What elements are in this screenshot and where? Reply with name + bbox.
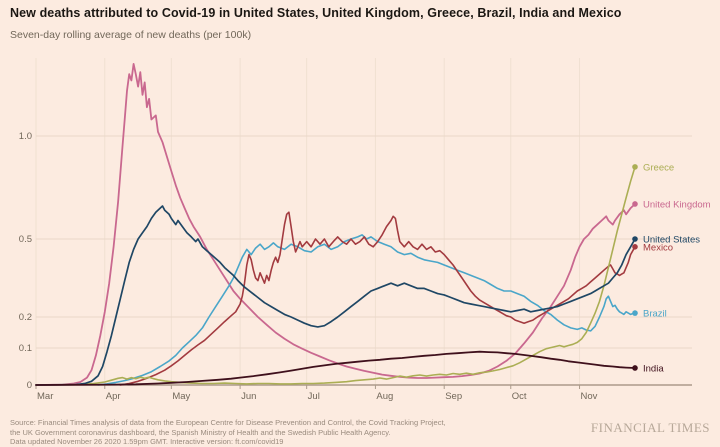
series-end-dot: [632, 244, 638, 250]
source-note: Source: Financial Times analysis of data…: [10, 418, 446, 447]
x-tick-label: Nov: [581, 391, 598, 402]
series-line-mexico: [119, 211, 636, 386]
y-axis-labels: 1.0 0.5 0.2 0.1 0: [19, 131, 32, 391]
series-label-greece: Greece: [643, 162, 674, 173]
series-end-dot: [632, 365, 638, 371]
series-label-united-states: United States: [643, 235, 700, 246]
series-line-greece: [35, 166, 636, 386]
page-title: New deaths attributed to Covid-19 in Uni…: [10, 6, 622, 20]
series-end-dot: [632, 236, 638, 242]
series-line-united-kingdom: [35, 63, 636, 386]
x-tick-label: Jul: [308, 391, 320, 402]
series-label-india: India: [643, 363, 664, 374]
source-line: Source: Financial Times analysis of data…: [10, 418, 446, 427]
series-end-dot: [632, 201, 638, 207]
series-end-dot: [632, 310, 638, 316]
y-tick-label: 0: [27, 380, 32, 391]
x-tick-label: Apr: [106, 391, 121, 402]
x-tick-label: Sep: [445, 391, 462, 402]
source-line: Data updated November 26 2020 1.59pm GMT…: [10, 437, 284, 446]
x-tick-label: Oct: [512, 391, 527, 402]
series-line-india: [35, 350, 636, 386]
y-tick-label: 0.2: [19, 312, 32, 323]
series-line-united-states: [35, 205, 636, 386]
horizontal-gridlines: [36, 135, 692, 349]
series-line-brazil: [97, 234, 636, 386]
x-tick-label: Jun: [241, 391, 256, 402]
chart-subtitle: Seven-day rolling average of new deaths …: [10, 29, 252, 41]
x-tick-label: Mar: [37, 391, 53, 402]
vertical-gridlines: [35, 58, 581, 385]
y-tick-label: 1.0: [19, 131, 32, 142]
x-axis-labels: Mar Apr May Jun Jul Aug Sep Oct Nov: [37, 391, 598, 402]
series-end-dot: [632, 164, 638, 170]
source-line: the UK Government coronavirus dashboard,…: [10, 427, 391, 437]
ft-logo: FINANCIAL TIMES: [590, 420, 710, 435]
x-tick-label: Aug: [376, 391, 393, 402]
y-tick-label: 0.5: [19, 234, 32, 245]
series-label-united-kingdom: United Kingdom: [643, 199, 711, 210]
series-label-brazil: Brazil: [643, 309, 667, 320]
y-tick-label: 0.1: [19, 343, 32, 354]
x-tick-label: May: [172, 391, 190, 402]
series-label-mexico: Mexico: [643, 242, 673, 253]
